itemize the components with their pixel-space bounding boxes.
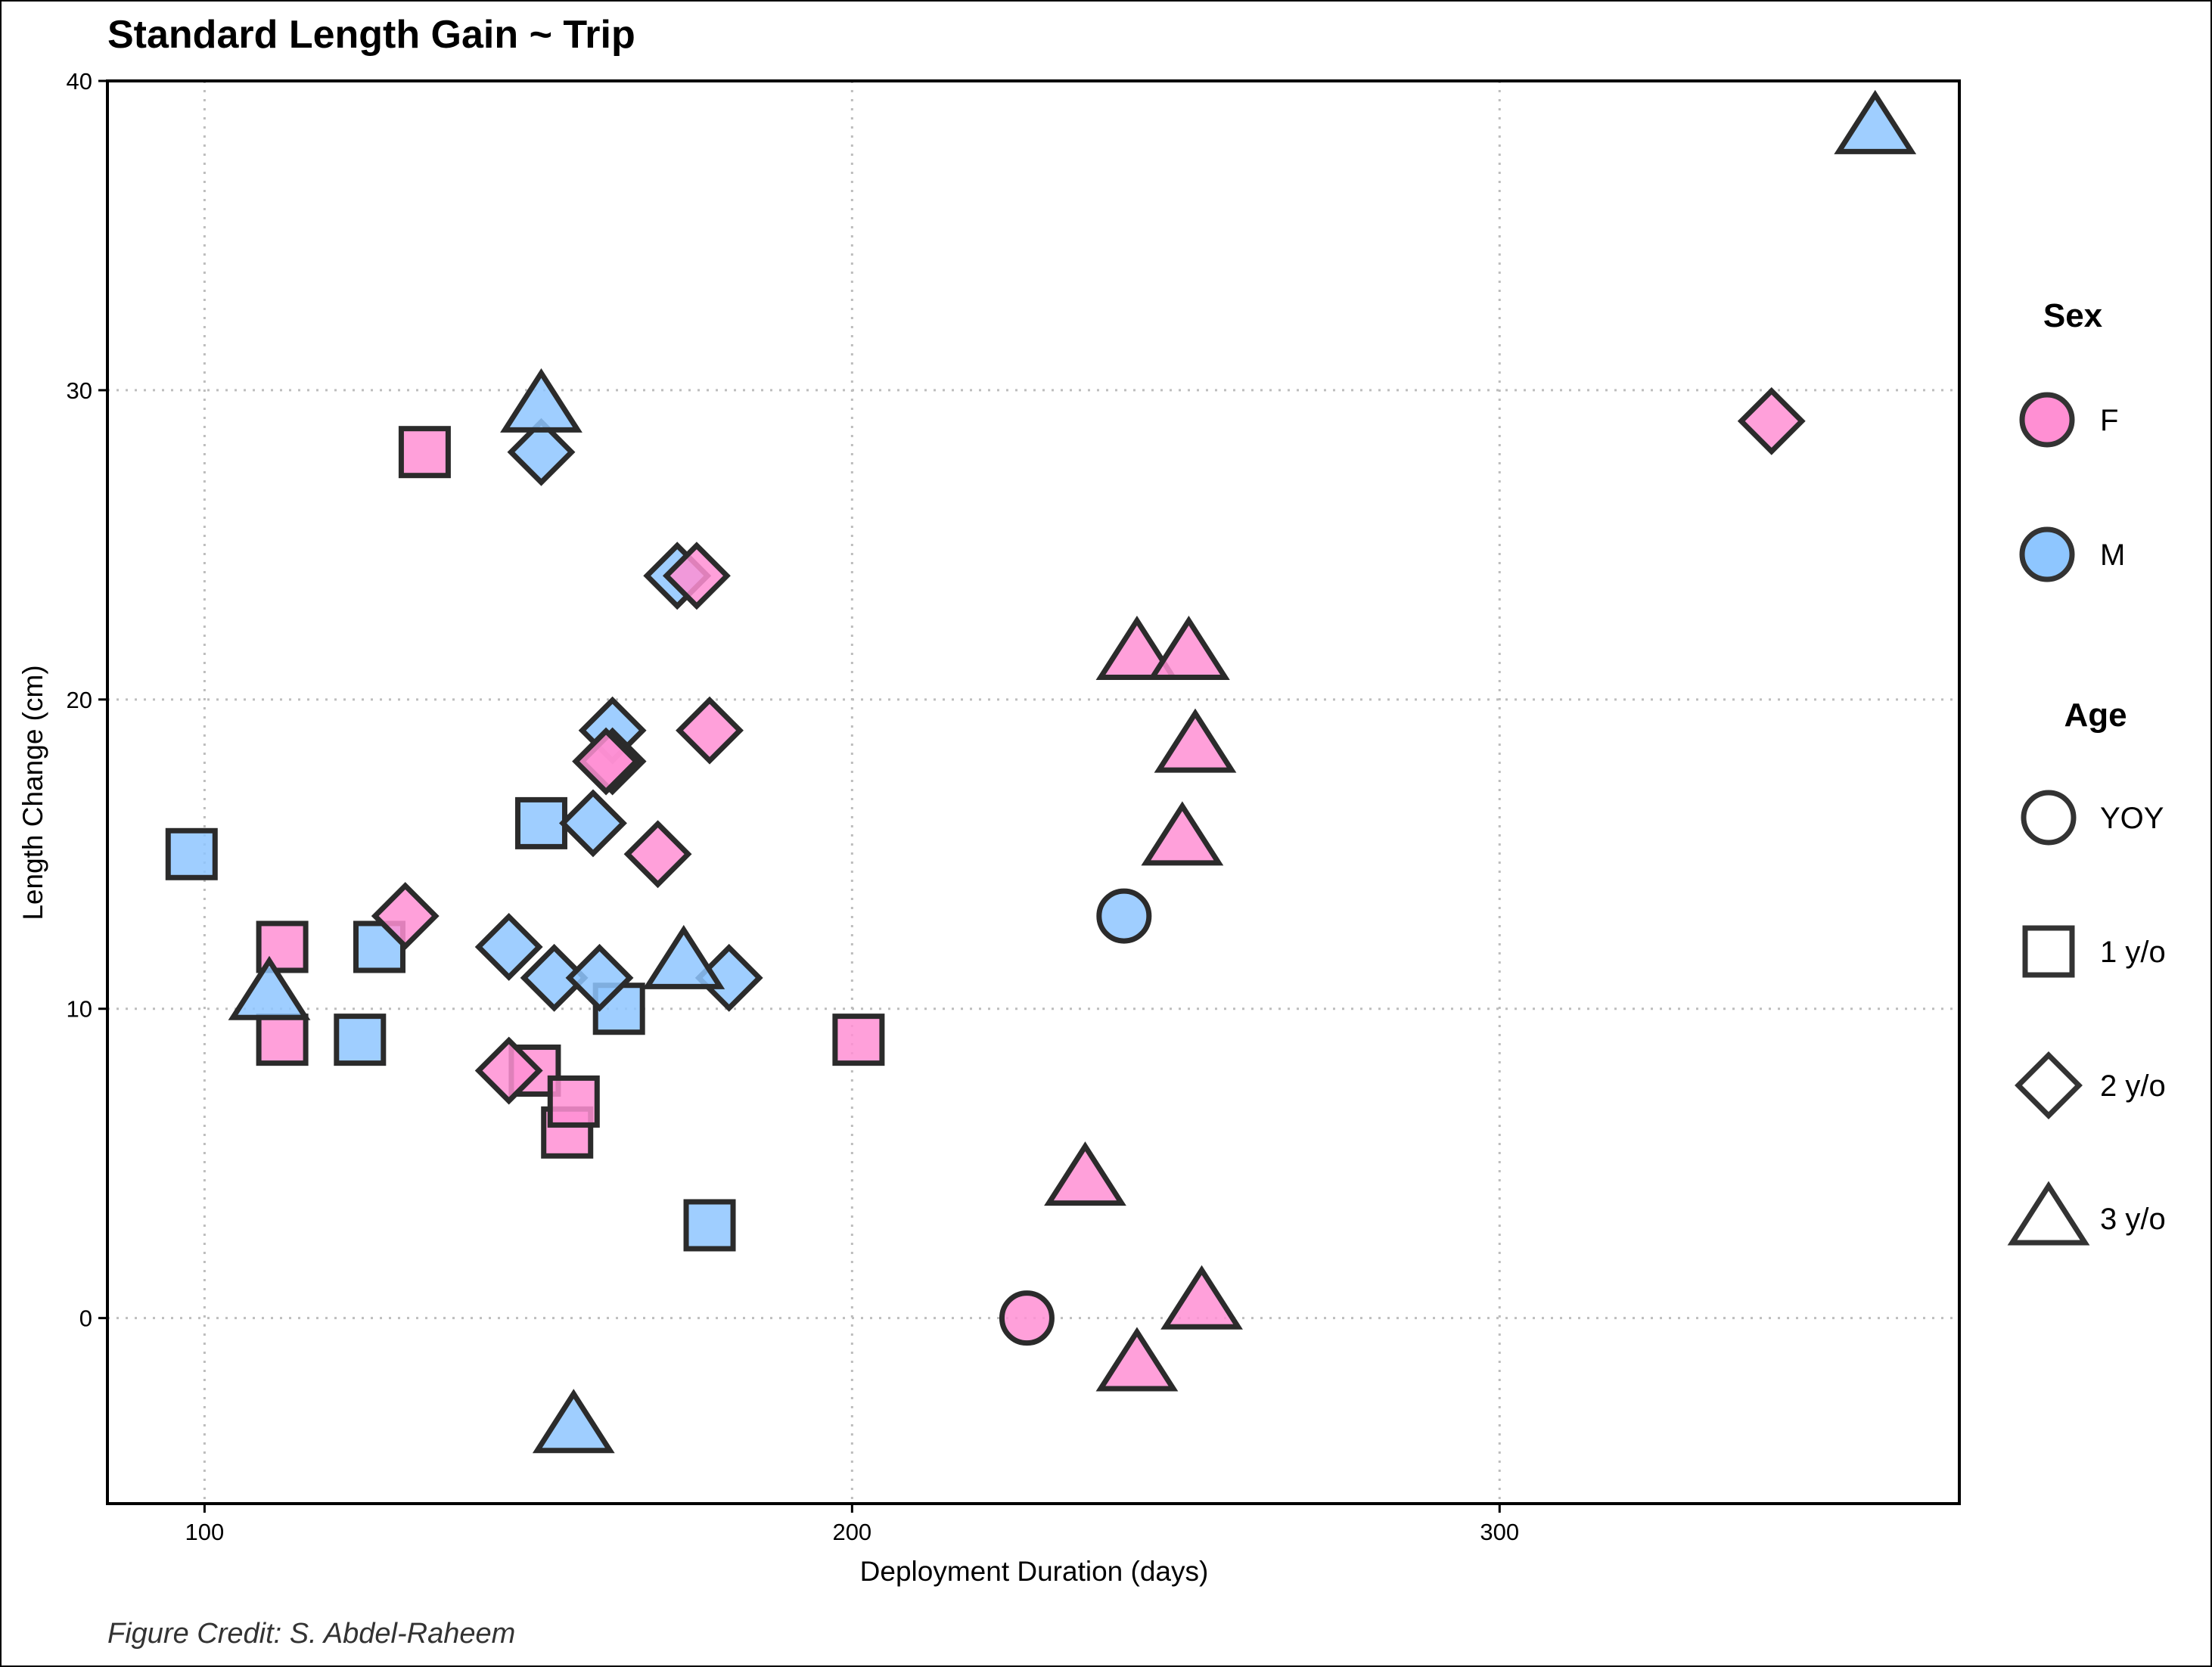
data-point bbox=[572, 727, 641, 796]
data-point bbox=[532, 1389, 615, 1454]
y-tick-label: 0 bbox=[79, 1305, 92, 1332]
data-point bbox=[474, 913, 543, 981]
legend: Sex Age F M YOY 1 y/o 2 y/o 3 y/o bbox=[2007, 297, 2166, 1246]
data-point bbox=[1096, 888, 1152, 944]
plot-panel bbox=[106, 79, 1961, 1505]
data-point bbox=[683, 1199, 736, 1252]
legend-label-age: YOY bbox=[2100, 802, 2164, 835]
data-point bbox=[1737, 386, 1806, 455]
data-point bbox=[832, 1014, 885, 1066]
data-points bbox=[165, 89, 1917, 1454]
y-tick-label: 30 bbox=[67, 377, 92, 404]
y-tick-label: 40 bbox=[67, 68, 92, 95]
data-point bbox=[398, 426, 451, 479]
data-point bbox=[1834, 89, 1917, 154]
x-tick-label: 200 bbox=[832, 1519, 871, 1545]
data-point bbox=[999, 1290, 1055, 1346]
data-point bbox=[500, 368, 583, 433]
legend-label-sex: F bbox=[2100, 404, 2118, 437]
data-point bbox=[256, 1014, 309, 1066]
x-tick-label: 100 bbox=[185, 1519, 225, 1545]
data-point bbox=[1148, 615, 1230, 680]
data-point bbox=[1095, 615, 1179, 680]
legend-label-age: 3 y/o bbox=[2100, 1203, 2166, 1236]
data-point bbox=[559, 789, 627, 858]
data-point bbox=[1095, 1327, 1179, 1392]
data-point bbox=[514, 796, 567, 849]
data-point bbox=[228, 955, 311, 1020]
axis-ticks: 100 200 300 0 10 20 30 40 bbox=[67, 68, 1520, 1545]
legend-label-age: 1 y/o bbox=[2100, 936, 2166, 969]
data-point bbox=[474, 1036, 543, 1105]
data-point bbox=[662, 542, 731, 610]
legend-key-age bbox=[2022, 925, 2075, 978]
grid-lines bbox=[107, 79, 1959, 1504]
legend-key-age bbox=[2021, 790, 2077, 846]
legend-key-sex bbox=[2019, 392, 2075, 448]
data-point bbox=[1160, 1265, 1243, 1330]
data-point bbox=[592, 983, 645, 1035]
data-point bbox=[676, 696, 744, 765]
data-point bbox=[334, 1014, 387, 1066]
legend-title-age: Age bbox=[2064, 697, 2127, 734]
y-tick-label: 10 bbox=[67, 996, 92, 1023]
legend-title-sex: Sex bbox=[2043, 297, 2103, 334]
y-axis-label: Length Change (cm) bbox=[17, 665, 48, 920]
data-point bbox=[642, 924, 725, 989]
legend-label-sex: M bbox=[2100, 539, 2125, 572]
legend-key-age bbox=[2015, 1051, 2083, 1119]
chart-title: Standard Length Gain ~ Trip bbox=[107, 13, 635, 57]
data-point bbox=[547, 1075, 600, 1128]
data-point bbox=[371, 882, 440, 951]
data-point bbox=[1044, 1141, 1126, 1206]
x-tick-label: 300 bbox=[1480, 1519, 1519, 1545]
x-axis-label: Deployment Duration (days) bbox=[860, 1556, 1209, 1587]
data-point bbox=[565, 943, 634, 1012]
legend-key-age bbox=[2007, 1181, 2090, 1246]
data-point bbox=[1141, 801, 1224, 866]
data-point bbox=[520, 943, 589, 1012]
data-point bbox=[1154, 708, 1237, 773]
data-point bbox=[623, 820, 692, 889]
data-point bbox=[507, 418, 576, 486]
y-tick-label: 20 bbox=[67, 687, 92, 713]
legend-label-age: 2 y/o bbox=[2100, 1069, 2166, 1103]
figure-caption: Figure Credit: S. Abdel-Raheem bbox=[107, 1618, 515, 1650]
legend-key-sex bbox=[2019, 526, 2075, 582]
data-point bbox=[165, 827, 218, 880]
